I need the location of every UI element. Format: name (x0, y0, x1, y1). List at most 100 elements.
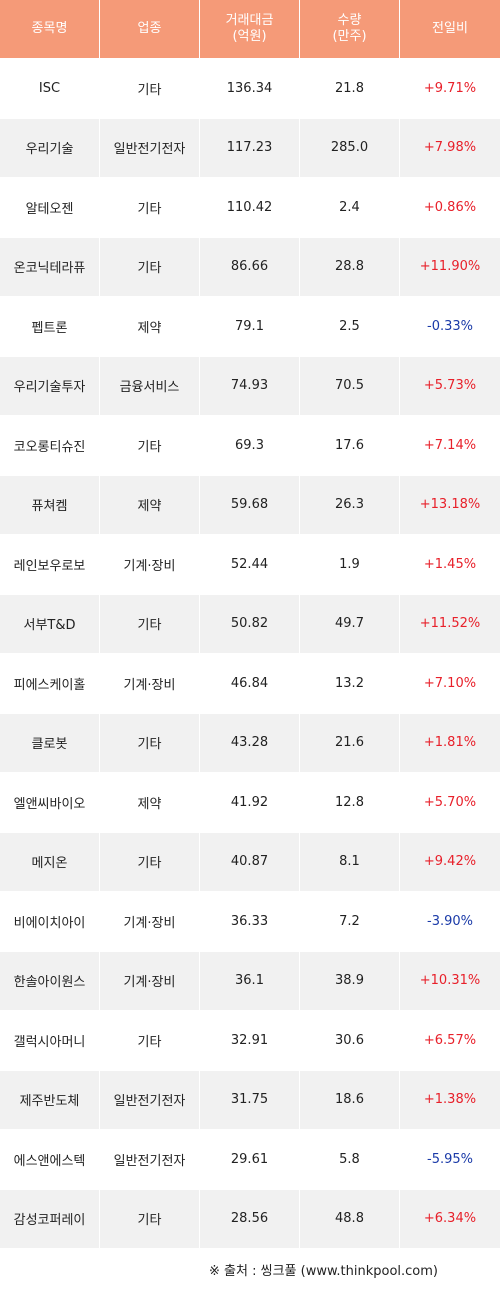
trade-amount-cell: 136.34 (200, 59, 300, 119)
header-label: 종목명 (31, 21, 68, 36)
header-sector: 업종 (100, 0, 200, 59)
table-row: ISC 기타 136.34 21.8 +9.71% (0, 59, 500, 119)
header-label: 업종 (137, 21, 162, 36)
stock-name-cell: 서부T&D (0, 594, 100, 654)
trade-amount-cell: 69.3 (200, 416, 300, 476)
trade-amount-cell: 52.44 (200, 535, 300, 595)
change-rate-cell: -5.95% (400, 1130, 500, 1190)
stock-name-cell: 펩트론 (0, 297, 100, 357)
stock-name-cell: 피에스케이홀 (0, 654, 100, 714)
change-rate-cell: +6.34% (400, 1189, 500, 1249)
table-row: 제주반도체 일반전기전자 31.75 18.6 +1.38% (0, 1070, 500, 1130)
header-unit: (억원) (232, 29, 267, 44)
sector-cell: 금융서비스 (100, 356, 200, 416)
trade-amount-cell: 43.28 (200, 713, 300, 773)
trade-volume-cell: 285.0 (300, 118, 400, 178)
change-rate-cell: +9.71% (400, 59, 500, 119)
sector-cell: 기계·장비 (100, 951, 200, 1011)
stock-name-cell: 갤럭시아머니 (0, 1011, 100, 1071)
trade-amount-cell: 59.68 (200, 475, 300, 535)
table-row: 알테오젠 기타 110.42 2.4 +0.86% (0, 178, 500, 238)
change-rate-cell: -0.33% (400, 297, 500, 357)
stock-name-cell: 알테오젠 (0, 178, 100, 238)
header-unit: (만주) (332, 29, 367, 44)
sector-cell: 기계·장비 (100, 535, 200, 595)
change-rate-cell: +5.73% (400, 356, 500, 416)
stock-name-cell: 클로봇 (0, 713, 100, 773)
sector-cell: 제약 (100, 297, 200, 357)
sector-cell: 일반전기전자 (100, 1070, 200, 1130)
table-row: 에스앤에스텍 일반전기전자 29.61 5.8 -5.95% (0, 1130, 500, 1190)
stock-name-cell: 제주반도체 (0, 1070, 100, 1130)
table-row: 감성코퍼레이 기타 28.56 48.8 +6.34% (0, 1189, 500, 1249)
table-row: 피에스케이홀 기계·장비 46.84 13.2 +7.10% (0, 654, 500, 714)
stock-name-cell: 퓨쳐켐 (0, 475, 100, 535)
trade-volume-cell: 21.8 (300, 59, 400, 119)
sector-cell: 기타 (100, 178, 200, 238)
sector-cell: 기계·장비 (100, 654, 200, 714)
table-row: 코오롱티슈진 기타 69.3 17.6 +7.14% (0, 416, 500, 476)
stock-name-cell: 레인보우로보 (0, 535, 100, 595)
change-rate-cell: +11.52% (400, 594, 500, 654)
trade-amount-cell: 40.87 (200, 832, 300, 892)
trade-volume-cell: 21.6 (300, 713, 400, 773)
table-row: 우리기술 일반전기전자 117.23 285.0 +7.98% (0, 118, 500, 178)
stock-name-cell: 코오롱티슈진 (0, 416, 100, 476)
sector-cell: 기타 (100, 1189, 200, 1249)
stock-name-cell: 온코닉테라퓨 (0, 237, 100, 297)
table-row: 우리기술투자 금융서비스 74.93 70.5 +5.73% (0, 356, 500, 416)
change-rate-cell: +7.98% (400, 118, 500, 178)
table-row: 서부T&D 기타 50.82 49.7 +11.52% (0, 594, 500, 654)
change-rate-cell: +13.18% (400, 475, 500, 535)
stock-name-cell: 메지온 (0, 832, 100, 892)
sector-cell: 기타 (100, 832, 200, 892)
change-rate-cell: +1.45% (400, 535, 500, 595)
sector-cell: 기타 (100, 1011, 200, 1071)
table-row: 펩트론 제약 79.1 2.5 -0.33% (0, 297, 500, 357)
header-label: 전일비 (432, 21, 468, 36)
change-rate-cell: +10.31% (400, 951, 500, 1011)
sector-cell: 기타 (100, 416, 200, 476)
trade-volume-cell: 38.9 (300, 951, 400, 1011)
table-row: 퓨쳐켐 제약 59.68 26.3 +13.18% (0, 475, 500, 535)
trade-volume-cell: 12.8 (300, 773, 400, 833)
change-rate-cell: +0.86% (400, 178, 500, 238)
table-row: 비에이치아이 기계·장비 36.33 7.2 -3.90% (0, 892, 500, 952)
table-header: 종목명 업종 거래대금 (억원) 수량 (만주) 전일비 (0, 0, 500, 59)
table-row: 갤럭시아머니 기타 32.91 30.6 +6.57% (0, 1011, 500, 1071)
header-label: 수량 (337, 13, 362, 28)
trade-volume-cell: 1.9 (300, 535, 400, 595)
sector-cell: 제약 (100, 773, 200, 833)
stock-table: 종목명 업종 거래대금 (억원) 수량 (만주) 전일비 ISC 기타 136.34… (0, 0, 500, 1249)
trade-volume-cell: 8.1 (300, 832, 400, 892)
table-row: 클로봇 기타 43.28 21.6 +1.81% (0, 713, 500, 773)
header-volume: 수량 (만주) (300, 0, 400, 59)
header-change: 전일비 (400, 0, 500, 59)
stock-name-cell: 엘앤씨바이오 (0, 773, 100, 833)
trade-amount-cell: 110.42 (200, 178, 300, 238)
header-name: 종목명 (0, 0, 100, 59)
trade-volume-cell: 49.7 (300, 594, 400, 654)
table-row: 레인보우로보 기계·장비 52.44 1.9 +1.45% (0, 535, 500, 595)
trade-volume-cell: 2.4 (300, 178, 400, 238)
table-body: ISC 기타 136.34 21.8 +9.71% 우리기술 일반전기전자 117.23 285… (0, 59, 500, 1249)
change-rate-cell: +6.57% (400, 1011, 500, 1071)
stock-name-cell: 우리기술투자 (0, 356, 100, 416)
sector-cell: 기타 (100, 594, 200, 654)
sector-cell: 제약 (100, 475, 200, 535)
trade-amount-cell: 36.1 (200, 951, 300, 1011)
stock-name-cell: 비에이치아이 (0, 892, 100, 952)
trade-amount-cell: 41.92 (200, 773, 300, 833)
trade-amount-cell: 86.66 (200, 237, 300, 297)
table-row: 엘앤씨바이오 제약 41.92 12.8 +5.70% (0, 773, 500, 833)
trade-volume-cell: 70.5 (300, 356, 400, 416)
trade-amount-cell: 117.23 (200, 118, 300, 178)
change-rate-cell: +9.42% (400, 832, 500, 892)
sector-cell: 기타 (100, 59, 200, 119)
stock-name-cell: 한솔아이원스 (0, 951, 100, 1011)
sector-cell: 기계·장비 (100, 892, 200, 952)
table-row: 온코닉테라퓨 기타 86.66 28.8 +11.90% (0, 237, 500, 297)
trade-amount-cell: 32.91 (200, 1011, 300, 1071)
header-amount: 거래대금 (억원) (200, 0, 300, 59)
